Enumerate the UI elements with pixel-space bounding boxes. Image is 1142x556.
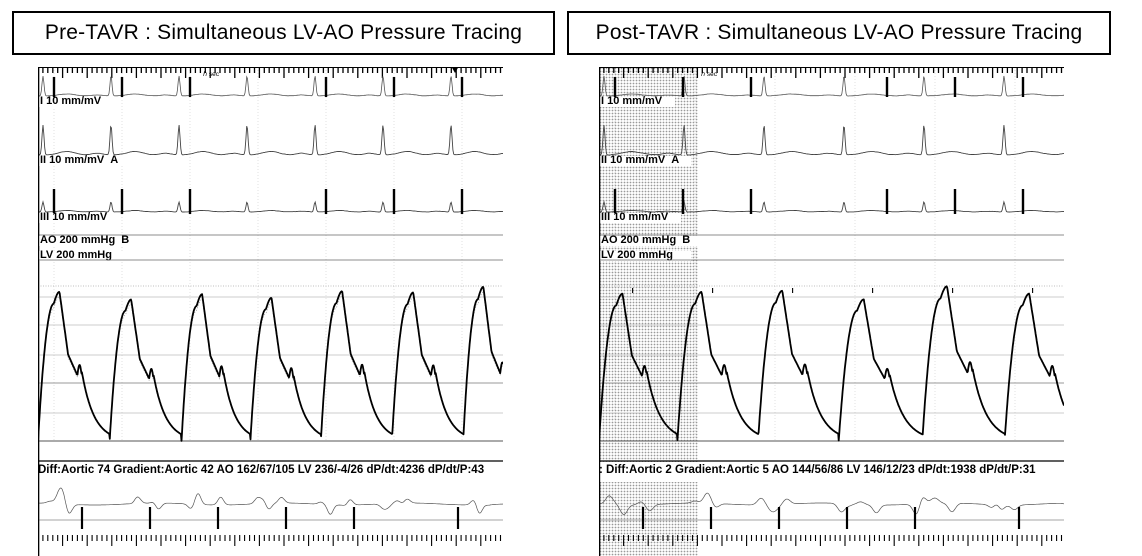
- svg-text:I 10 mm/mV: I 10 mm/mV: [40, 95, 102, 107]
- svg-text:LV 200 mmHg: LV 200 mmHg: [601, 249, 673, 261]
- svg-text:III 10 mm/mV: III 10 mm/mV: [40, 211, 108, 223]
- svg-text:ℎ sec: ℎ sec: [203, 70, 220, 78]
- svg-text:Diff:Aortic 74 Gradient:Aorti: Diff:Aortic 74 Gradient:Aortic 42 AO 162…: [38, 464, 484, 476]
- svg-text:AO 200 mmHg B: AO 200 mmHg B: [40, 234, 129, 246]
- svg-text:LV 200 mmHg: LV 200 mmHg: [40, 249, 112, 261]
- svg-text:I 10 mm/mV: I 10 mm/mV: [601, 95, 663, 107]
- svg-text:II 10 mm/mV A: II 10 mm/mV A: [601, 154, 679, 166]
- svg-text:: Diff:Aortic 2 Gradient:Aort: : Diff:Aortic 2 Gradient:Aortic 5 AO 144…: [599, 464, 1036, 476]
- svg-text:II 10 mm/mV A: II 10 mm/mV A: [40, 154, 118, 166]
- svg-text:III 10 mm/mV: III 10 mm/mV: [601, 211, 669, 223]
- svg-text:ℎ sec: ℎ sec: [701, 70, 718, 78]
- svg-text:AO 200 mmHg B: AO 200 mmHg B: [601, 234, 690, 246]
